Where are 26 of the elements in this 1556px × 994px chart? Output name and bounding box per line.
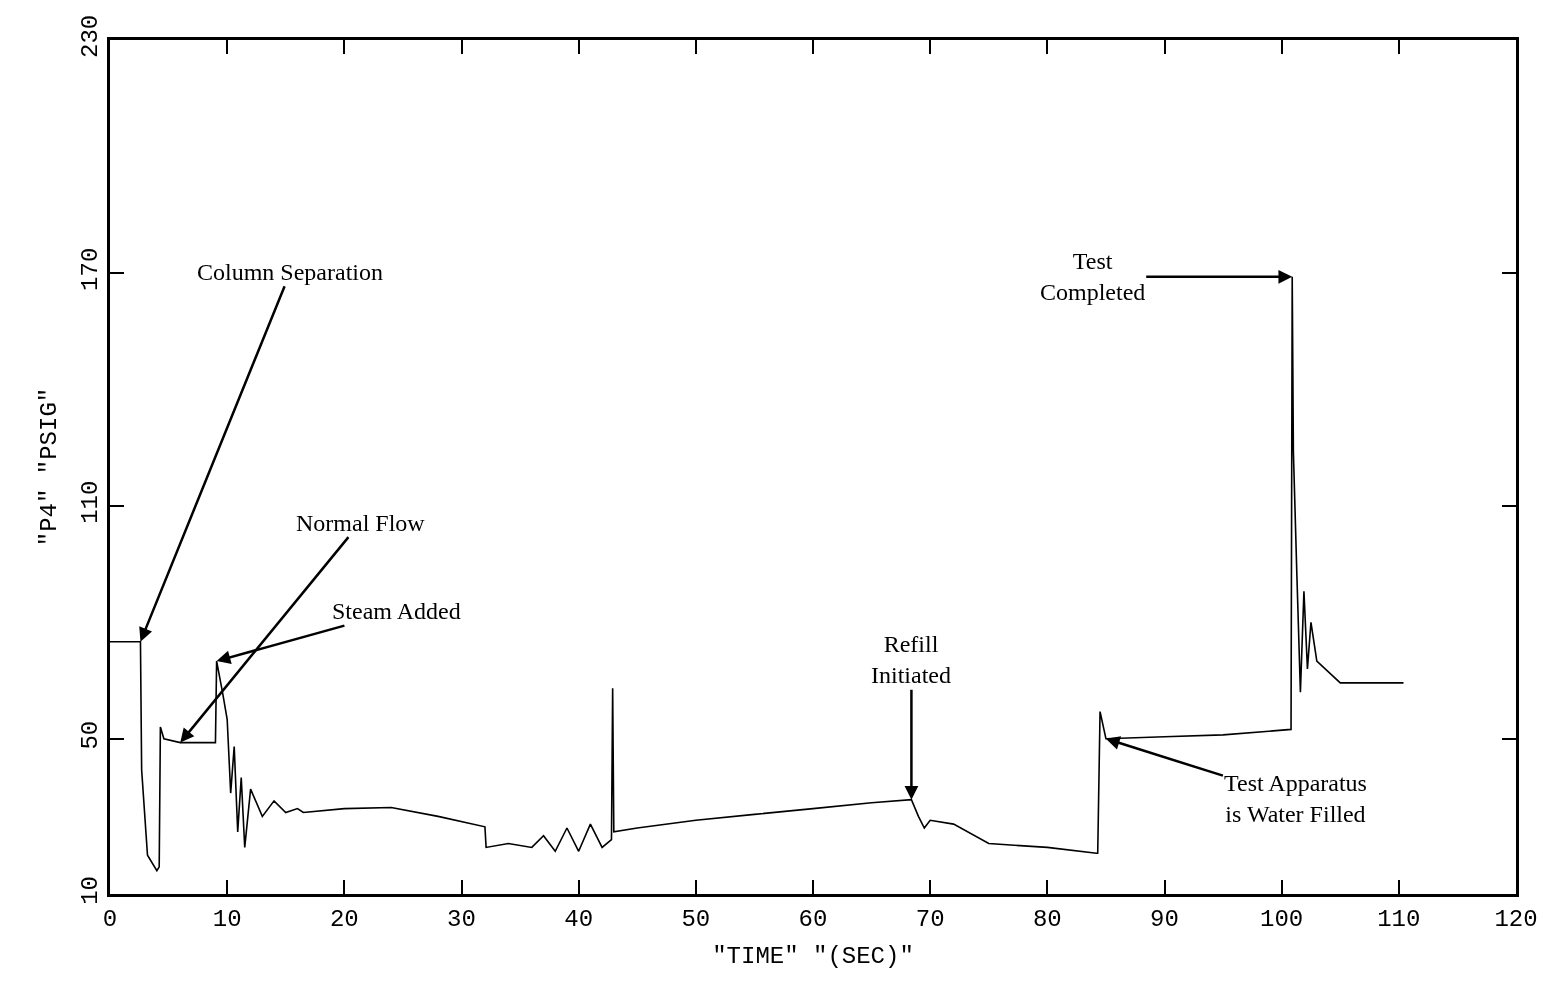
y-tick-label: 170 [77, 247, 105, 291]
x-tick-label: 50 [681, 905, 711, 933]
annotation: Column Separation [197, 259, 383, 285]
x-tick-label: 90 [1150, 905, 1179, 933]
annotation: Refill Initiated [871, 631, 951, 689]
x-tick-label: 120 [1494, 905, 1538, 933]
x-tick-label: 60 [798, 905, 828, 933]
x-tick-label: 70 [915, 905, 945, 933]
annotation: Normal Flow [296, 510, 426, 536]
x-tick-label: 0 [102, 905, 118, 933]
x-tick-label: 100 [1260, 905, 1304, 933]
y-axis-title: "P4" "PSIG" [35, 387, 63, 547]
annotation: Steam Added [332, 598, 461, 624]
x-tick-label: 40 [564, 905, 594, 933]
y-tick-label: 110 [77, 480, 105, 524]
y-tick-label: 230 [77, 14, 105, 59]
x-tick-label: 10 [212, 905, 242, 933]
x-tick-label: 30 [447, 905, 476, 933]
x-tick-label: 110 [1377, 905, 1421, 933]
annotation: Test Completed [1040, 248, 1146, 306]
x-tick-label: 20 [329, 905, 359, 933]
x-tick-label: 80 [1032, 905, 1062, 933]
x-axis-title: "TIME" "(SEC)" [712, 943, 914, 971]
y-tick-label: 50 [77, 720, 105, 750]
annotation: Test Apparatus is Water Filled [1224, 770, 1367, 828]
y-tick-label: 10 [77, 875, 105, 905]
